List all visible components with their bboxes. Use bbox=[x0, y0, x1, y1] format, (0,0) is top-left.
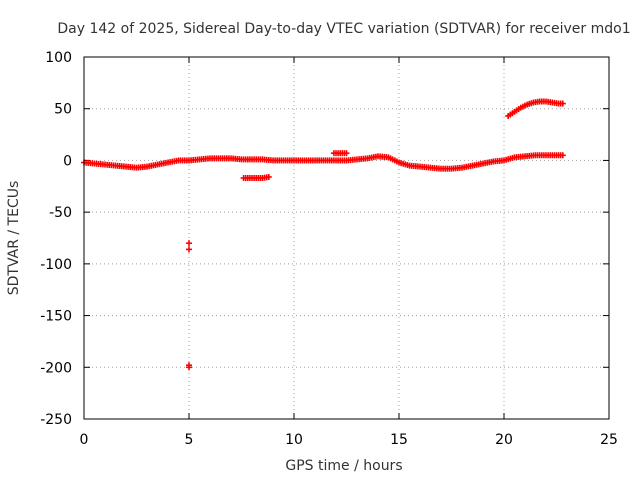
data-points bbox=[81, 98, 566, 371]
data-point-outlier bbox=[186, 246, 192, 253]
axis-ticks: 0 5 10 15 20 25 100 50 0 -50 -100 -150 -200 -250 bbox=[40, 50, 618, 448]
data-point bbox=[559, 100, 566, 107]
y-tick-label: 50 bbox=[54, 102, 72, 118]
x-tick-label: 5 bbox=[185, 432, 194, 448]
y-tick-label: -200 bbox=[40, 360, 72, 376]
x-tick-label: 0 bbox=[80, 432, 89, 448]
y-tick-label: -100 bbox=[40, 257, 72, 273]
data-point-outlier bbox=[186, 364, 192, 371]
data-point-outlier bbox=[186, 240, 192, 247]
data-point bbox=[559, 152, 566, 159]
grid bbox=[84, 57, 609, 419]
data-point bbox=[343, 150, 350, 157]
plot-frame bbox=[83, 56, 610, 420]
y-tick-label: 100 bbox=[45, 50, 72, 66]
x-axis-label: GPS time / hours bbox=[285, 458, 402, 474]
y-tick-label: 0 bbox=[63, 153, 72, 169]
data-point bbox=[265, 173, 272, 180]
y-tick-label: -150 bbox=[40, 309, 72, 325]
x-tick-label: 10 bbox=[285, 432, 303, 448]
x-tick-label: 25 bbox=[600, 432, 618, 448]
x-tick-label: 15 bbox=[390, 432, 408, 448]
x-tick-label: 20 bbox=[495, 432, 513, 448]
y-tick-label: -250 bbox=[40, 412, 72, 428]
chart-title: Day 142 of 2025, Sidereal Day-to-day VTE… bbox=[57, 21, 630, 37]
y-tick-label: -50 bbox=[49, 205, 72, 221]
y-axis-label: SDTVAR / TECUs bbox=[6, 181, 22, 296]
